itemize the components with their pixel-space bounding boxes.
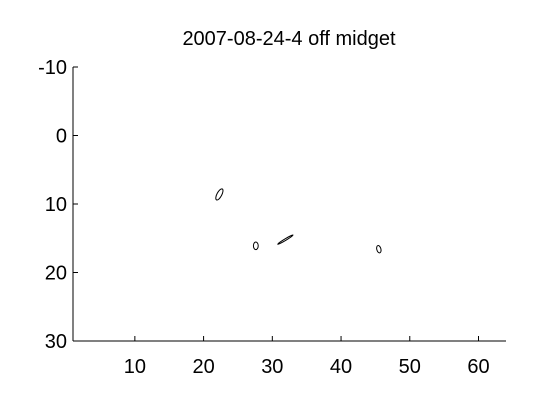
x-tick-label: 50 — [399, 356, 421, 378]
y-tick-label: 30 — [45, 331, 67, 353]
y-axis-ticks: -10 0 10 20 30 — [38, 57, 78, 353]
chart-title: 2007-08-24-4 off midget — [182, 28, 396, 50]
y-tick-label: 10 — [45, 194, 67, 216]
rf-ellipse — [252, 241, 259, 251]
plot-area: 10 20 30 40 50 60 -10 0 10 20 30 — [38, 57, 506, 378]
x-tick-label: 60 — [467, 356, 489, 378]
rf-ellipse — [215, 188, 224, 201]
axes — [72, 67, 506, 342]
x-tick-label: 40 — [330, 356, 352, 378]
rf-ellipse — [277, 234, 294, 245]
y-tick-label: 0 — [56, 126, 67, 148]
x-tick-label: 10 — [124, 356, 146, 378]
x-tick-label: 30 — [261, 356, 283, 378]
rf-contours — [215, 188, 382, 254]
rf-ellipse — [376, 245, 382, 254]
x-axis-ticks: 10 20 30 40 50 60 — [124, 336, 490, 378]
x-tick-label: 20 — [192, 356, 214, 378]
y-tick-label: -10 — [38, 57, 67, 79]
y-tick-label: 20 — [45, 263, 67, 285]
